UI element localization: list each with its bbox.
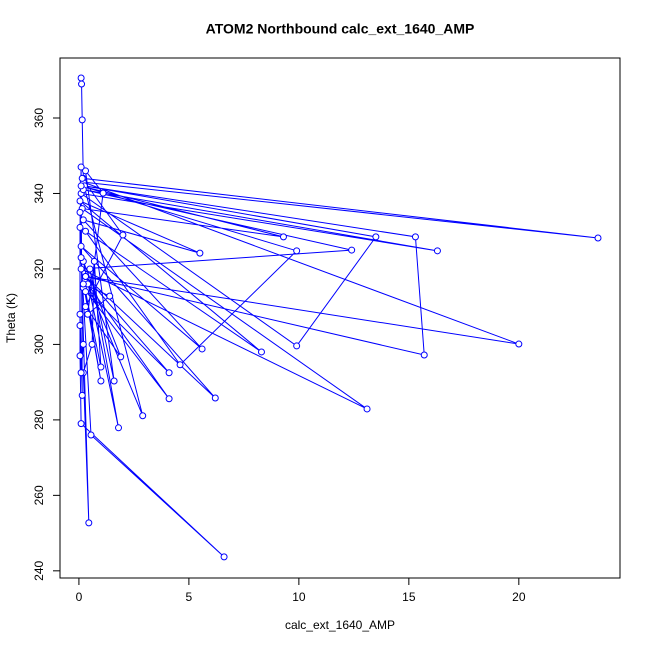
data-point — [87, 431, 95, 439]
data-point — [97, 363, 105, 371]
data-point — [139, 412, 147, 420]
data-point — [372, 233, 380, 241]
data-point — [77, 369, 85, 377]
data-point — [257, 348, 265, 356]
data-point — [78, 391, 86, 399]
x-tick-label: 5 — [186, 590, 193, 604]
data-line — [79, 77, 599, 558]
data-point — [77, 74, 85, 82]
data-point — [196, 249, 204, 257]
data-point — [82, 167, 90, 175]
data-point — [78, 80, 86, 88]
data-point — [77, 163, 85, 171]
data-point — [411, 233, 419, 241]
data-point — [77, 254, 85, 262]
y-tick-label: 240 — [32, 560, 46, 580]
data-point — [211, 394, 219, 402]
y-tick-label: 360 — [32, 108, 46, 128]
data-point — [293, 247, 301, 255]
data-point — [97, 377, 105, 385]
data-point — [117, 353, 125, 361]
data-point — [515, 340, 523, 348]
data-point — [82, 303, 90, 311]
data-point — [76, 352, 84, 360]
data-point — [76, 310, 84, 318]
y-tick-label: 320 — [32, 259, 46, 279]
data-point — [165, 369, 173, 377]
y-tick-label: 260 — [32, 485, 46, 505]
data-point — [594, 234, 602, 242]
y-axis-label: Theta (K) — [4, 293, 18, 343]
data-point — [293, 342, 301, 350]
y-tick-label: 300 — [32, 334, 46, 354]
data-point — [176, 361, 184, 369]
x-tick-label: 0 — [76, 590, 83, 604]
data-point — [79, 340, 87, 348]
data-point — [77, 182, 85, 190]
data-point — [76, 223, 84, 231]
data-point — [82, 288, 90, 296]
data-point — [77, 265, 85, 273]
data-point — [76, 208, 84, 216]
data-point — [82, 272, 90, 280]
data-point — [79, 280, 87, 288]
data-point — [220, 553, 228, 561]
data-point — [82, 227, 90, 235]
x-axis-label: calc_ext_1640_AMP — [285, 618, 395, 632]
data-point — [420, 351, 428, 359]
data-point — [86, 265, 94, 273]
data-point — [198, 345, 206, 353]
y-tick-label: 280 — [32, 410, 46, 430]
data-point — [348, 246, 356, 254]
data-point — [106, 292, 114, 300]
x-tick-label: 15 — [402, 590, 416, 604]
data-point — [85, 519, 93, 527]
x-tick-label: 20 — [512, 590, 526, 604]
data-point — [119, 231, 127, 239]
data-point — [110, 377, 118, 385]
data-point — [79, 216, 87, 224]
data-point — [77, 420, 85, 428]
data-point — [363, 405, 371, 413]
x-tick-label: 10 — [292, 590, 306, 604]
data-point — [76, 322, 84, 330]
data-point — [433, 247, 441, 255]
data-point — [99, 189, 107, 197]
data-point — [90, 257, 98, 265]
data-point — [84, 310, 92, 318]
data-point — [78, 116, 86, 124]
data-point — [165, 395, 173, 403]
chart-title: ATOM2 Northbound calc_ext_1640_AMP — [206, 21, 475, 37]
data-point — [115, 424, 123, 432]
data-point — [279, 233, 287, 241]
data-point — [77, 242, 85, 250]
data-point — [78, 174, 86, 182]
y-tick-label: 340 — [32, 183, 46, 203]
data-point — [76, 197, 84, 205]
data-point — [88, 340, 96, 348]
